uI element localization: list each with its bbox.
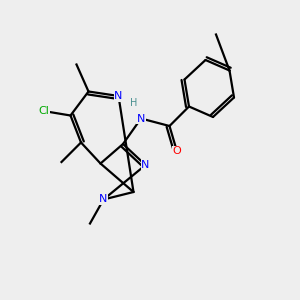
Text: N: N: [114, 91, 123, 101]
Text: N: N: [137, 113, 145, 124]
Text: Cl: Cl: [38, 106, 49, 116]
Text: N: N: [99, 194, 108, 205]
Text: O: O: [172, 146, 182, 157]
Text: N: N: [141, 160, 150, 170]
Text: H: H: [130, 98, 137, 108]
